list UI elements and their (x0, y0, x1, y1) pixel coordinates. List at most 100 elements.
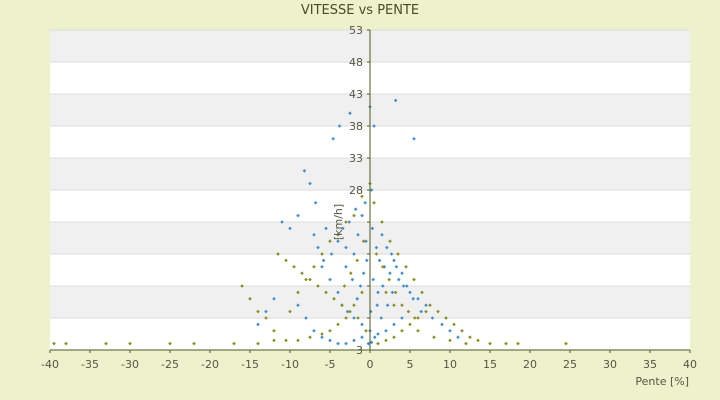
data-point (405, 284, 409, 288)
y-tick-label: 48 (349, 56, 363, 69)
chart-title: VITESSE vs PENTE (301, 3, 419, 18)
data-point (308, 181, 312, 186)
data-point (320, 332, 324, 336)
data-point (375, 303, 379, 307)
data-point (240, 284, 244, 288)
data-point (376, 341, 380, 346)
data-point (340, 303, 344, 307)
data-point (360, 335, 364, 339)
data-point (321, 258, 326, 263)
data-point (392, 322, 396, 327)
data-point (369, 188, 374, 192)
data-point (396, 252, 400, 256)
data-point (360, 213, 364, 218)
data-point (374, 245, 379, 250)
data-point (388, 239, 392, 243)
data-point (272, 297, 276, 301)
data-point (324, 290, 328, 295)
data-point (336, 239, 340, 243)
data-point (392, 303, 396, 307)
data-point (350, 277, 355, 282)
x-tick-label: -35 (81, 358, 99, 371)
data-point (308, 335, 312, 339)
data-point (352, 213, 356, 218)
data-point (296, 213, 300, 218)
data-point (349, 271, 353, 275)
data-point (468, 335, 472, 339)
data-point (288, 226, 292, 231)
data-point (444, 316, 448, 320)
data-point (460, 329, 464, 333)
data-point (336, 233, 340, 237)
data-point (336, 341, 340, 346)
data-point (424, 309, 428, 314)
data-point (352, 338, 356, 343)
data-point (374, 252, 379, 256)
x-tick-label: 30 (603, 358, 617, 371)
data-point (308, 277, 312, 282)
data-point (312, 329, 316, 333)
data-point (344, 220, 348, 224)
data-point (104, 341, 108, 346)
data-point (370, 226, 375, 231)
data-point (440, 322, 444, 327)
data-point (476, 338, 480, 343)
data-point (393, 98, 398, 103)
data-point (397, 277, 401, 282)
data-point (416, 297, 420, 301)
data-point (332, 297, 336, 301)
data-point (272, 329, 276, 333)
data-point (348, 309, 352, 314)
data-point (320, 265, 324, 269)
data-point (404, 265, 408, 269)
data-point (424, 303, 428, 307)
data-point (400, 303, 404, 307)
x-tick-label: -30 (121, 358, 139, 371)
x-tick-label: 40 (683, 358, 697, 371)
data-point (400, 329, 404, 333)
x-tick-label: -5 (325, 358, 336, 371)
data-point (448, 338, 452, 343)
data-point (347, 220, 351, 224)
data-point (312, 233, 316, 237)
data-point (313, 201, 318, 205)
data-point (408, 322, 412, 327)
data-point (371, 277, 375, 282)
x-tick-label: 0 (367, 358, 374, 371)
data-point (341, 226, 345, 231)
data-point (380, 233, 384, 237)
data-point (384, 290, 388, 295)
data-point (416, 329, 420, 333)
data-point (331, 137, 335, 141)
x-tick-label: 35 (643, 358, 657, 371)
data-point (516, 341, 520, 346)
data-point (348, 111, 352, 115)
data-point (377, 258, 382, 263)
data-point (264, 316, 268, 320)
x-tick-label: 5 (407, 358, 414, 371)
data-point (272, 338, 276, 343)
x-tick-label: 15 (483, 358, 497, 371)
x-axis-label: Pente [%] (635, 375, 689, 388)
data-point (413, 316, 417, 320)
x-tick-label: -25 (161, 358, 179, 371)
data-point (337, 124, 342, 128)
x-tick-label: -20 (201, 358, 219, 371)
data-point (355, 258, 359, 263)
y-tick-label: 28 (349, 184, 363, 197)
data-point (328, 329, 332, 333)
data-point (276, 252, 280, 256)
data-point (381, 284, 385, 288)
data-point (342, 284, 347, 288)
data-point (366, 341, 371, 346)
data-point (296, 338, 300, 343)
data-point (564, 341, 568, 346)
data-point (376, 290, 380, 295)
data-point (320, 335, 324, 339)
data-point (360, 322, 364, 327)
data-point (328, 277, 332, 282)
data-point (280, 220, 284, 224)
y-tick-label: 33 (349, 152, 363, 165)
data-point (456, 335, 460, 339)
